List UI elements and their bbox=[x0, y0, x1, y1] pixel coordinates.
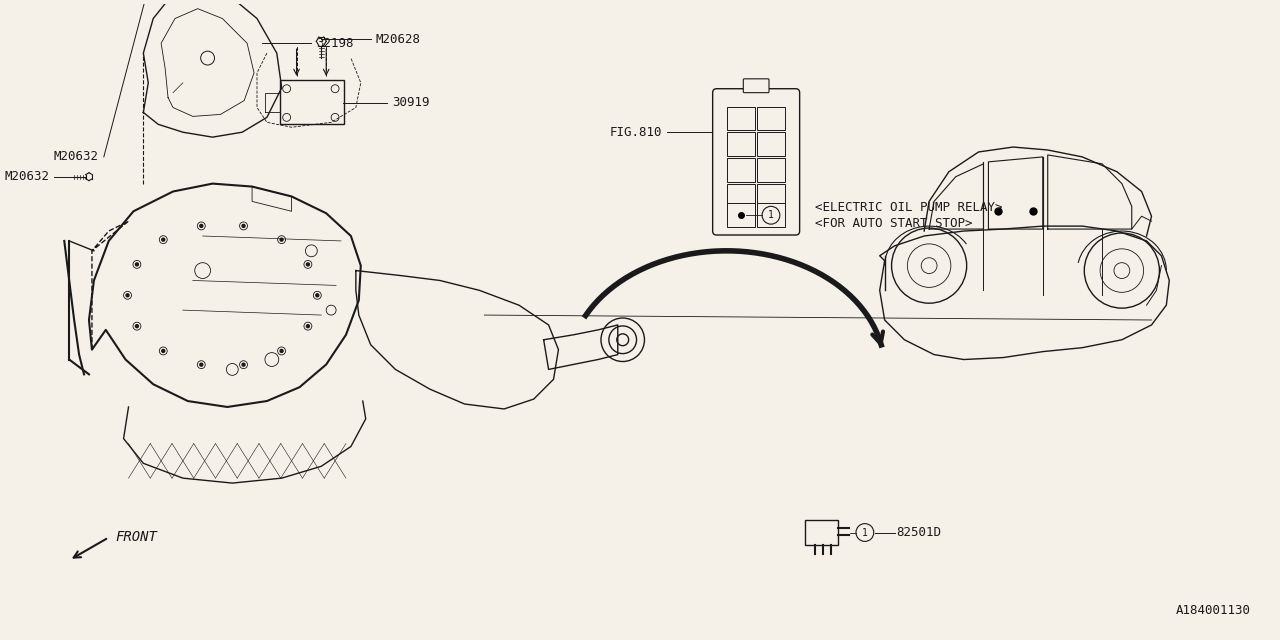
Circle shape bbox=[306, 263, 310, 266]
Text: 1: 1 bbox=[768, 210, 774, 220]
Circle shape bbox=[161, 349, 165, 353]
Circle shape bbox=[306, 324, 310, 328]
Text: FRONT: FRONT bbox=[115, 531, 157, 545]
Text: 1: 1 bbox=[861, 527, 868, 538]
FancyBboxPatch shape bbox=[727, 106, 755, 130]
FancyBboxPatch shape bbox=[758, 106, 785, 130]
FancyBboxPatch shape bbox=[727, 158, 755, 182]
Polygon shape bbox=[252, 187, 292, 211]
FancyBboxPatch shape bbox=[758, 132, 785, 156]
FancyBboxPatch shape bbox=[727, 132, 755, 156]
FancyBboxPatch shape bbox=[727, 204, 755, 227]
Text: <FOR AUTO START STOP>: <FOR AUTO START STOP> bbox=[815, 216, 973, 230]
Circle shape bbox=[242, 363, 244, 366]
Circle shape bbox=[280, 349, 283, 353]
Circle shape bbox=[136, 263, 138, 266]
Text: <ELECTRIC OIL PUMP RELAY>: <ELECTRIC OIL PUMP RELAY> bbox=[815, 201, 1004, 214]
Circle shape bbox=[200, 225, 202, 227]
FancyBboxPatch shape bbox=[758, 158, 785, 182]
Text: FIG.810: FIG.810 bbox=[609, 125, 662, 139]
FancyBboxPatch shape bbox=[805, 520, 838, 545]
FancyBboxPatch shape bbox=[744, 79, 769, 93]
Text: M20628: M20628 bbox=[375, 33, 421, 46]
Circle shape bbox=[200, 363, 202, 366]
Circle shape bbox=[125, 294, 129, 297]
FancyBboxPatch shape bbox=[758, 204, 785, 227]
Text: 82501D: 82501D bbox=[896, 526, 942, 539]
Text: A184001130: A184001130 bbox=[1175, 604, 1251, 616]
Text: M20632: M20632 bbox=[4, 170, 50, 183]
Text: 30919: 30919 bbox=[393, 96, 430, 109]
Text: 32198: 32198 bbox=[316, 36, 353, 50]
FancyBboxPatch shape bbox=[727, 184, 755, 207]
Circle shape bbox=[242, 225, 244, 227]
Circle shape bbox=[316, 294, 319, 297]
FancyBboxPatch shape bbox=[280, 80, 344, 124]
Circle shape bbox=[280, 238, 283, 241]
Circle shape bbox=[136, 324, 138, 328]
Text: M20632: M20632 bbox=[54, 150, 99, 163]
FancyBboxPatch shape bbox=[758, 184, 785, 207]
FancyBboxPatch shape bbox=[713, 89, 800, 235]
Circle shape bbox=[161, 238, 165, 241]
